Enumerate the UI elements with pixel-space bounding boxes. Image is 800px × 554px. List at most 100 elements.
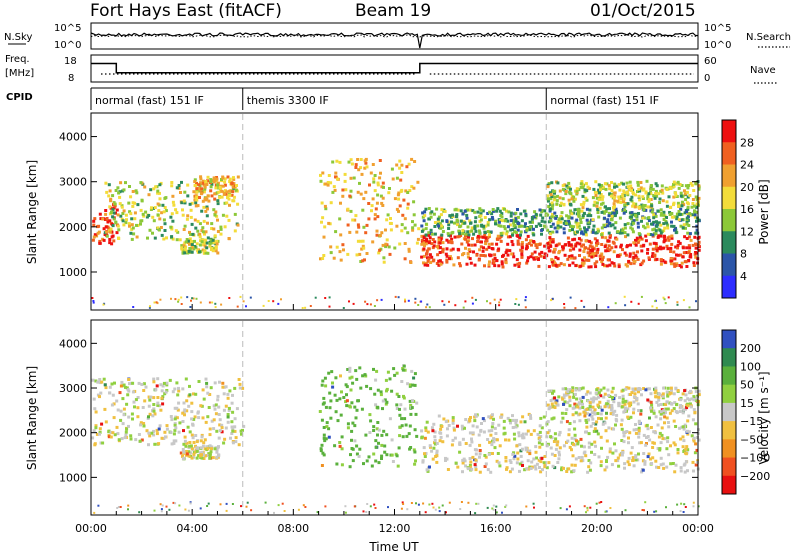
velocity-echo-cell [198, 451, 202, 455]
power-echo-cell [387, 191, 391, 195]
velocity-echo-cell [152, 403, 156, 406]
velocity-echo-cell [585, 425, 589, 429]
power-echo-cell [564, 243, 568, 247]
power-echo-cell [622, 191, 626, 195]
velocity-echo-cell [577, 456, 581, 459]
velocity-echo-cell [438, 510, 441, 513]
power-echo-cell [357, 225, 361, 229]
colorbar-frame [721, 119, 737, 299]
velocity-echo-cell [636, 402, 640, 406]
velocity-echo-cell [533, 464, 537, 468]
velocity-echo-cell [420, 429, 424, 433]
velocity-colorbar-label: Velocity [m s⁻¹] [757, 371, 771, 464]
power-echo-cell [105, 234, 109, 238]
velocity-echo-cell [159, 503, 162, 506]
power-echo-cell [549, 225, 553, 228]
velocity-echo-cell [407, 432, 411, 436]
power-echo-cell [600, 226, 604, 230]
velocity-echo-cell [423, 452, 426, 456]
velocity-echo-cell [576, 405, 580, 409]
power-echo-cell [624, 235, 627, 239]
power-echo-cell [456, 223, 459, 227]
velocity-echo-cell [413, 462, 417, 466]
velocity-echo-cell [340, 463, 344, 467]
velocity-echo-cell [576, 442, 580, 446]
power-echo-cell [523, 224, 527, 228]
power-echo-cell [617, 254, 621, 258]
power-echo-cell [506, 242, 510, 246]
velocity-echo-cell [684, 460, 688, 464]
power-echo-cell [534, 243, 538, 247]
velocity-echo-cell [141, 406, 145, 409]
power-echo-cell [326, 181, 330, 184]
velocity-echo-cell [403, 407, 407, 411]
velocity-echo-cell [606, 399, 610, 403]
power-echo-cell [617, 183, 621, 187]
velocity-echo-cell [554, 447, 558, 451]
power-echo-cell [466, 225, 470, 229]
velocity-echo-cell [333, 393, 337, 397]
power-echo-cell [630, 213, 634, 217]
velocity-echo-cell [600, 446, 603, 450]
power-echo-cell [491, 258, 495, 262]
velocity-echo-cell [368, 431, 372, 434]
velocity-echo-cell [622, 434, 626, 438]
power-echo-cell [501, 254, 504, 258]
velocity-echo-cell [553, 396, 557, 400]
velocity-echo-cell [657, 392, 661, 395]
velocity-echo-cell [240, 505, 242, 508]
velocity-echo-cell [655, 510, 658, 513]
velocity-echo-cell [200, 435, 204, 439]
velocity-echo-cell [532, 429, 536, 433]
power-echo-cell [515, 298, 518, 301]
power-echo-cell [574, 307, 577, 310]
power-echo-cell [533, 215, 537, 219]
power-echo-cell [624, 304, 627, 307]
velocity-echo-cell [438, 439, 442, 443]
velocity-echo-cell [273, 511, 275, 514]
velocity-echo-cell [622, 431, 626, 435]
velocity-echo-cell [683, 462, 687, 466]
power-echo-cell [642, 243, 646, 247]
velocity-echo-cell [599, 412, 603, 416]
velocity-echo-cell [353, 505, 356, 508]
velocity-echo-cell [433, 438, 437, 442]
power-echo-cell [135, 191, 139, 195]
velocity-echo-cell [183, 439, 187, 443]
velocity-echo-cell [628, 431, 632, 435]
power-echo-cell [118, 195, 122, 199]
velocity-echo-cell [542, 415, 546, 419]
velocity-echo-cell [208, 433, 212, 437]
power-echo-cell [554, 216, 558, 220]
power-echo-cell [573, 237, 577, 241]
velocity-echo-cell [463, 426, 466, 430]
power-echo-cell [593, 262, 597, 266]
power-echo-cell [111, 208, 115, 212]
velocity-echo-cell [183, 435, 187, 439]
power-echo-cell [540, 250, 544, 254]
power-echo-cell [478, 248, 482, 252]
velocity-echo-cell [502, 426, 506, 430]
power-echo-cell [181, 208, 184, 212]
velocity-echo-cell [643, 460, 647, 464]
power-echo-cell [629, 262, 633, 266]
power-echo-cell [625, 181, 629, 185]
power-echo-cell [654, 220, 658, 224]
velocity-echo-cell [477, 502, 480, 505]
power-echo-cell [449, 248, 453, 252]
power-echo-cell [568, 254, 572, 258]
velocity-echo-cell [692, 469, 695, 473]
power-echo-cell [611, 223, 615, 227]
power-echo-cell [232, 182, 236, 186]
power-echo-cell [156, 226, 160, 230]
power-echo-cell [625, 245, 629, 249]
power-echo-cell [179, 191, 182, 194]
power-echo-cell [215, 242, 219, 246]
velocity-echo-cell [187, 454, 191, 458]
velocity-echo-cell [538, 438, 542, 442]
velocity-echo-cell [574, 388, 578, 392]
velocity-echo-cell [231, 503, 234, 505]
velocity-echo-cell [221, 381, 225, 385]
velocity-echo-cell [217, 405, 221, 409]
velocity-echo-cell [143, 399, 147, 403]
